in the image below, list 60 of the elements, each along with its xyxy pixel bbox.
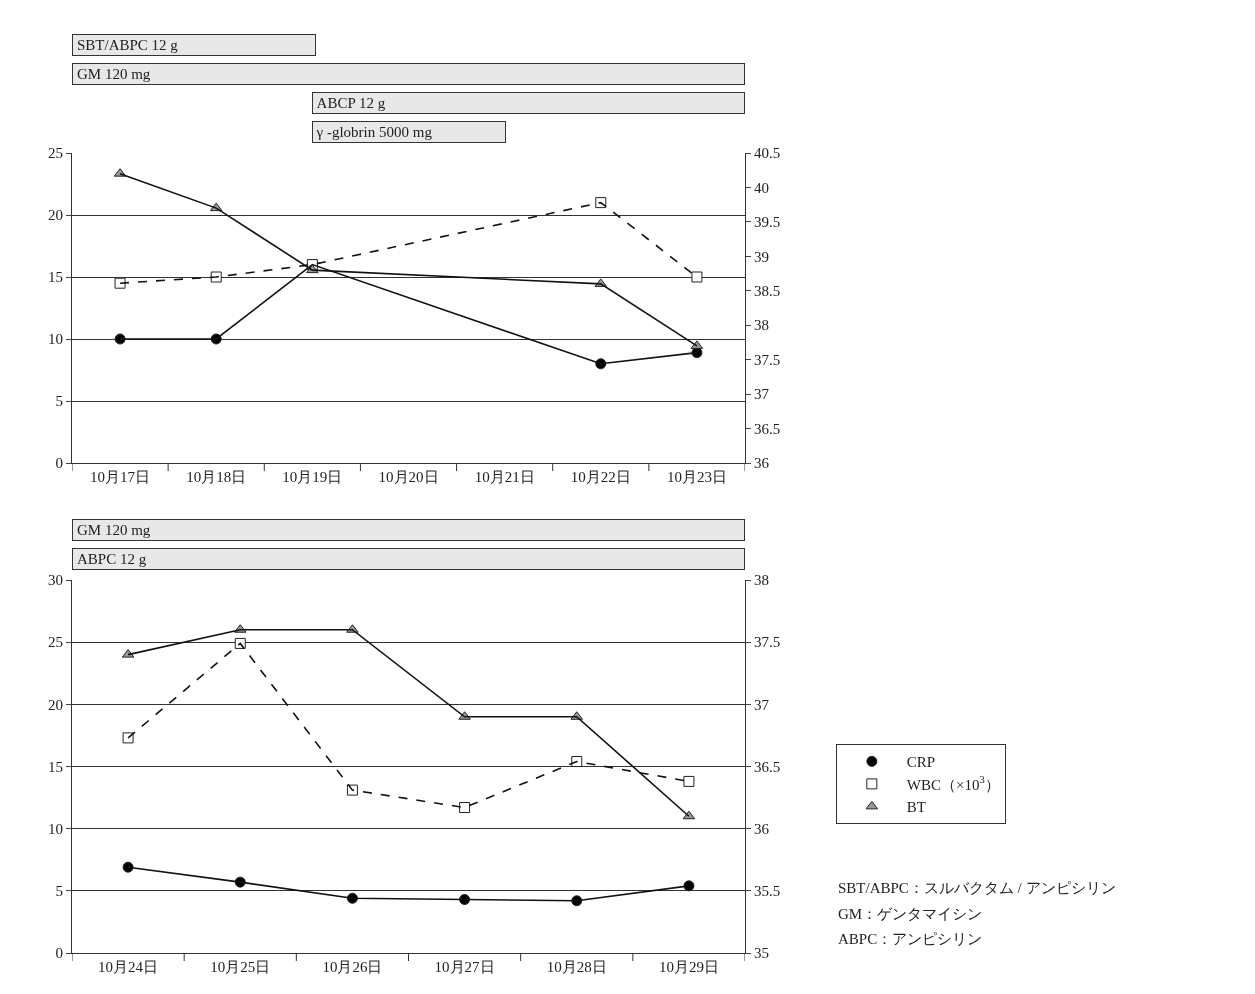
y2-tick-label: 36.5 [754, 420, 781, 437]
y2-tick-label: 37.5 [754, 351, 781, 368]
y-tick-label: 0 [55, 455, 63, 472]
y2-tick-label: 40.5 [754, 145, 781, 162]
y-tick-label: 25 [48, 145, 63, 162]
point [459, 802, 471, 814]
legend-label: BT [906, 799, 927, 816]
y-tick-label: 25 [48, 634, 63, 651]
y2-tick-label: 37 [754, 696, 770, 713]
x-tick-label: 10月25日 [210, 959, 271, 975]
x-tick-label: 10月22日 [570, 469, 631, 485]
y2-tick-label: 37.5 [754, 634, 781, 651]
text: SBT/ABPC：スルバクタム / アンピシリン [838, 880, 1116, 896]
x-tick-label: 10月21日 [474, 469, 535, 485]
y-tick-label: 15 [48, 269, 63, 286]
y2-tick-label: 40 [754, 179, 769, 196]
y-tick-label: 5 [55, 393, 63, 410]
regimen-box: SBT/ABPC 12 g [72, 34, 316, 56]
point [683, 775, 695, 787]
y-tick-label: 20 [48, 207, 63, 224]
regimen-box: ABCP 12 g [311, 92, 745, 114]
x-tick-label: 10月27日 [434, 959, 495, 975]
y-tick-label: 20 [48, 696, 63, 713]
text: ABPC：アンピシリン [838, 931, 983, 947]
y2-tick-label: 36.5 [754, 758, 781, 775]
regimen-box: γ -globrin 5000 mg [311, 121, 507, 143]
y2-tick-label: 36 [754, 455, 770, 472]
point [571, 756, 583, 768]
legend-label: CRP [906, 754, 936, 771]
y-tick-label: 10 [48, 820, 63, 837]
y-tick-label: 15 [48, 758, 63, 775]
x-tick-label: 10月26日 [322, 959, 383, 975]
x-tick-label: 10月20日 [378, 469, 439, 485]
y-tick-label: 5 [55, 883, 63, 900]
x-tick-label: 10月18日 [186, 469, 247, 485]
y2-tick-label: 35 [754, 945, 769, 962]
y-tick-label: 0 [55, 945, 63, 962]
point [114, 277, 126, 289]
x-tick-label: 10月29日 [658, 959, 719, 975]
y2-tick-label: 39 [754, 248, 769, 265]
y2-tick-label: 39.5 [754, 214, 781, 231]
regimen-box: GM 120 mg [72, 63, 745, 85]
x-tick-label: 10月19日 [282, 469, 343, 485]
x-tick-label: 10月23日 [666, 469, 727, 485]
y2-tick-label: 38 [754, 317, 769, 334]
y2-tick-label: 35.5 [754, 883, 781, 900]
regimen-box: ABPC 12 g [72, 548, 745, 570]
point [691, 271, 703, 283]
x-tick-label: 10月24日 [98, 959, 159, 975]
text: GM：ゲンタマイシン [838, 906, 983, 922]
legend-label: WBC（×10$^{3}$） [906, 774, 1000, 793]
x-tick-label: 10月28日 [546, 959, 607, 975]
x-tick-label: 10月17日 [90, 469, 151, 485]
y2-tick-label: 38 [754, 572, 769, 589]
y2-tick-label: 36 [754, 820, 770, 837]
y-tick-label: 10 [48, 331, 63, 348]
regimen-box: GM 120 mg [72, 519, 745, 541]
y2-tick-label: 38.5 [754, 283, 781, 300]
y2-tick-label: 37 [754, 386, 770, 403]
y-tick-label: 30 [48, 572, 63, 589]
